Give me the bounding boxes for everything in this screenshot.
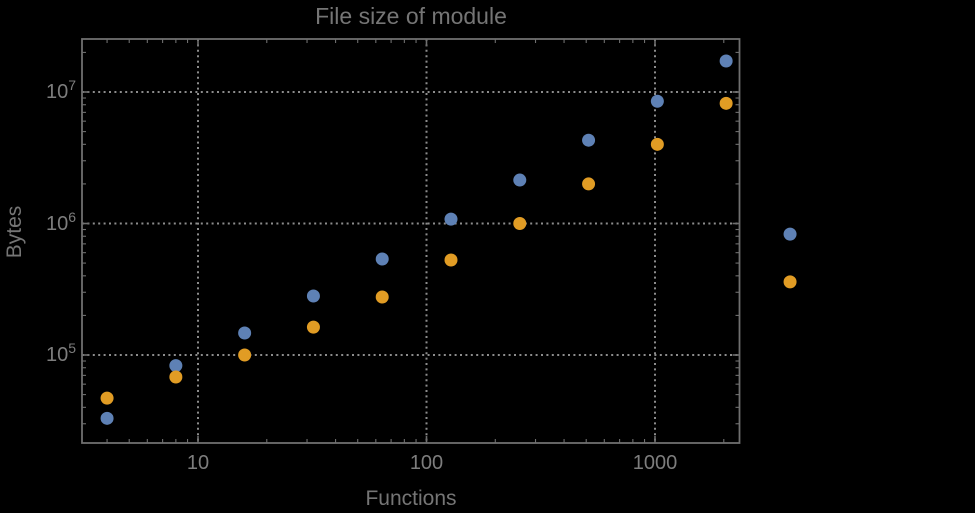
data-point-blue: [238, 326, 252, 340]
data-point-orange: [100, 391, 114, 405]
data-point-blue: [582, 133, 596, 147]
y-tick-label: 107: [0, 78, 76, 103]
plot-frame: [81, 38, 741, 444]
data-point-orange: [650, 137, 664, 151]
data-point-orange: [375, 290, 389, 304]
data-point-blue: [169, 359, 183, 373]
data-point-orange: [783, 275, 797, 289]
data-point-orange: [238, 348, 252, 362]
x-axis-label: Functions: [365, 487, 457, 510]
x-tick-label: 1000: [632, 452, 678, 474]
data-point-blue: [783, 227, 797, 241]
data-point-blue: [306, 289, 320, 303]
y-tick-label-base: 10: [45, 344, 69, 366]
y-tick-label-exponent: 6: [68, 208, 76, 225]
data-point-orange: [169, 370, 183, 384]
data-point-blue: [513, 173, 527, 187]
data-point-blue: [444, 212, 458, 226]
data-point-orange: [582, 177, 596, 191]
y-tick-label-base: 10: [45, 212, 69, 235]
x-tick-label: 100: [409, 452, 444, 474]
y-tick-label-exponent: 5: [68, 340, 76, 356]
x-tick-label: 10: [186, 452, 210, 474]
data-point-orange: [513, 217, 527, 230]
data-point-blue: [100, 411, 114, 425]
data-point-blue: [650, 94, 664, 108]
data-point-blue: [719, 54, 733, 68]
data-point-blue: [375, 252, 389, 266]
y-tick-label-base: 10: [45, 81, 69, 103]
plot-title: File size of module: [315, 3, 507, 29]
data-point-orange: [719, 96, 733, 110]
data-point-orange: [306, 320, 320, 334]
data-point-orange: [444, 253, 458, 267]
y-tick-label: 105: [0, 341, 76, 366]
y-tick-label: 106: [0, 210, 76, 235]
y-tick-label-exponent: 7: [68, 77, 76, 93]
